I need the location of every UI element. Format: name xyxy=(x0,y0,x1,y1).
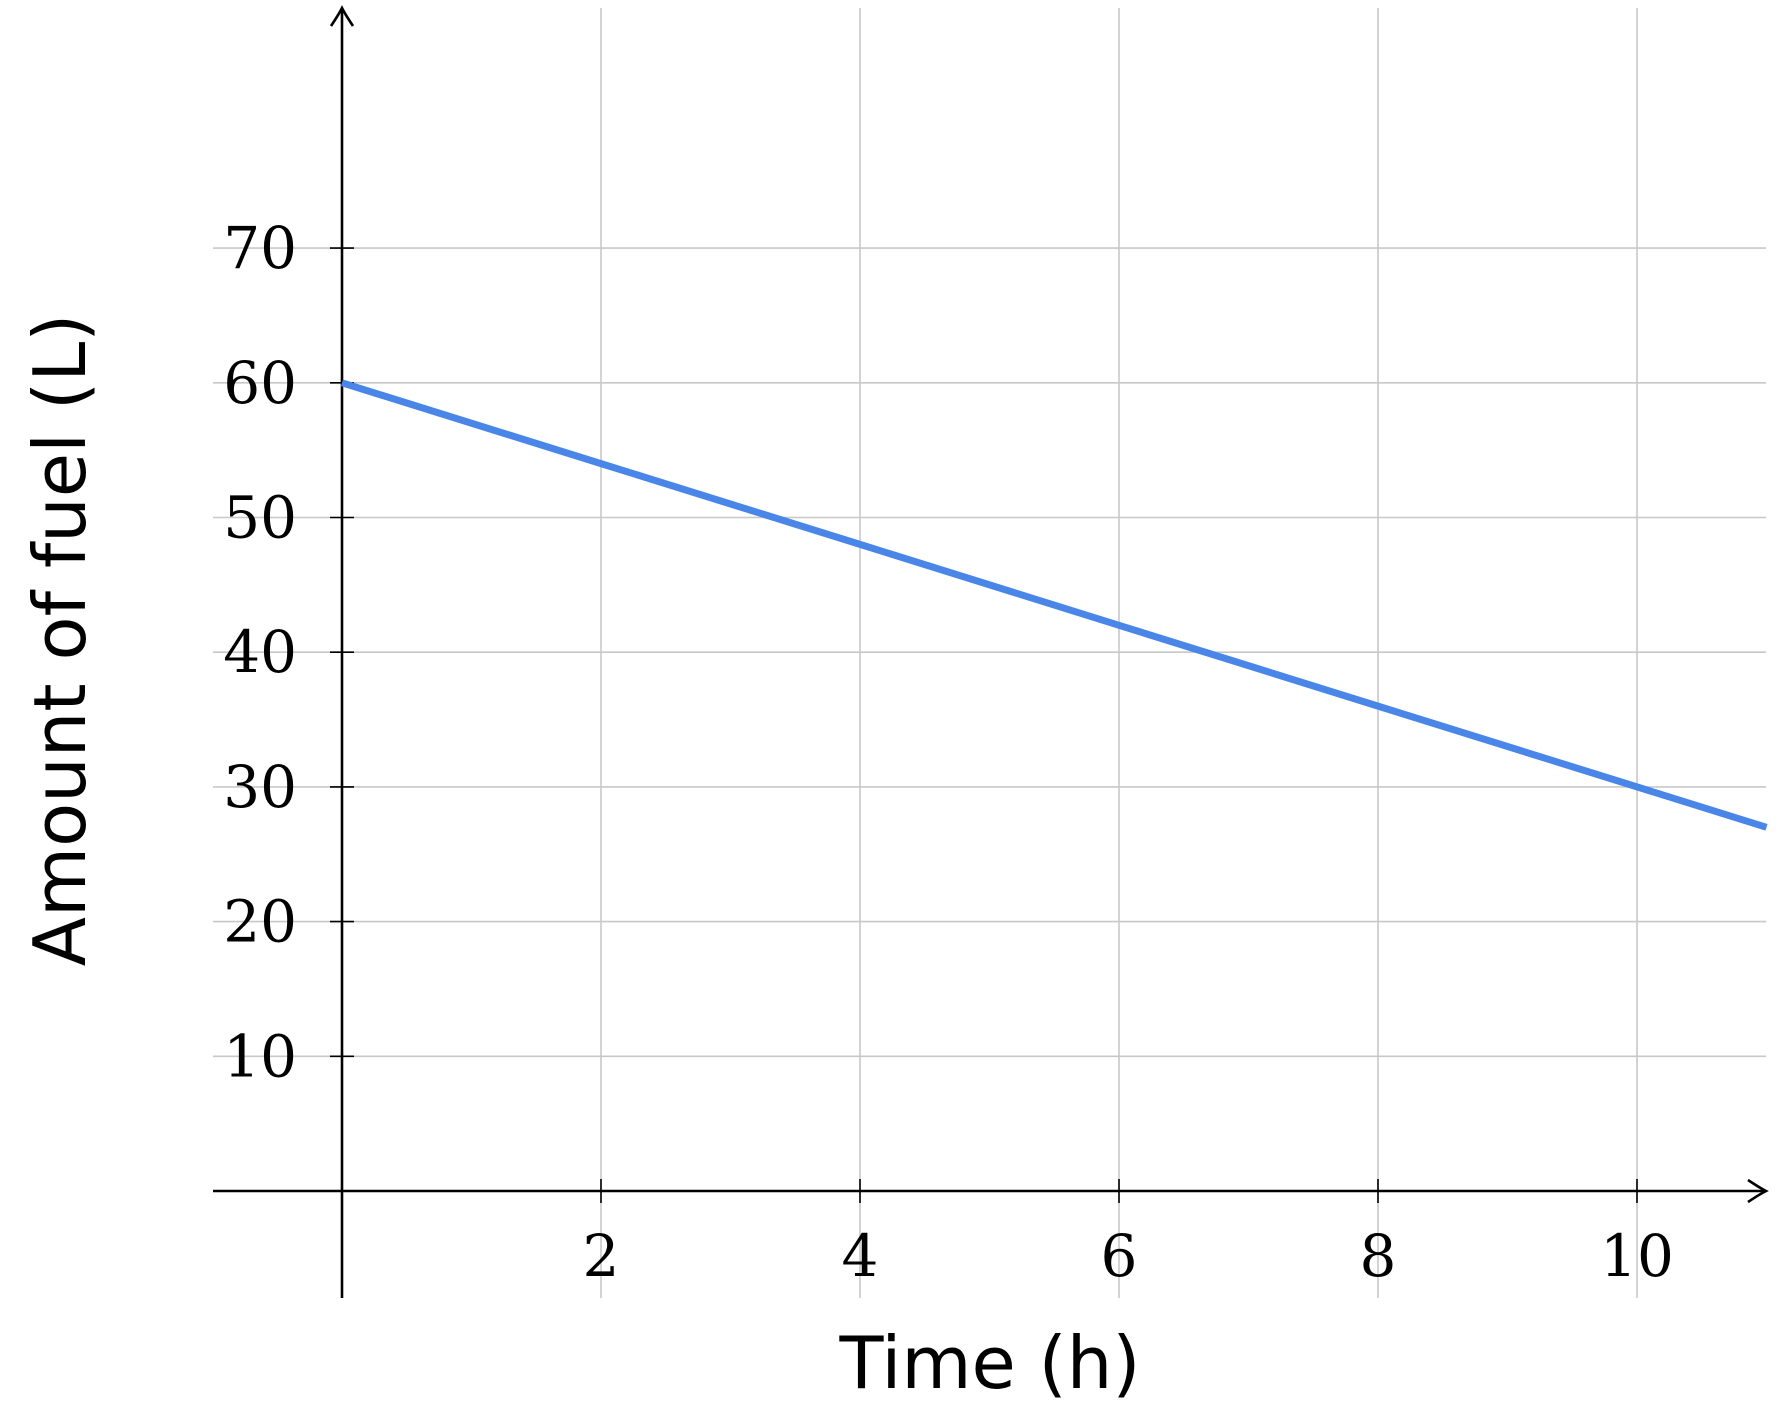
series-line xyxy=(340,379,1768,831)
ticks: 2 4 6 8 10 10 20 30 40 50 60 70 xyxy=(223,214,1674,1290)
x-tick-label: 6 xyxy=(1101,1222,1138,1290)
y-tick-label: 40 xyxy=(223,618,297,686)
y-tick-label: 50 xyxy=(223,484,297,552)
y-tick-label: 30 xyxy=(223,753,297,821)
y-tick-label: 20 xyxy=(223,888,297,956)
y-tick-label: 60 xyxy=(223,349,297,417)
x-axis-arrow xyxy=(1747,1178,1769,1204)
grid xyxy=(213,8,1766,1298)
y-axis-label: Amount of fuel (L) xyxy=(18,314,102,967)
x-axis-label: Time (h) xyxy=(839,1321,1141,1405)
x-tick-label: 8 xyxy=(1360,1222,1397,1290)
y-axis-arrow xyxy=(329,5,355,27)
y-tick-label: 70 xyxy=(223,214,297,282)
y-tick-label: 10 xyxy=(223,1022,297,1090)
x-tick-label: 10 xyxy=(1600,1222,1674,1290)
x-tick-label: 4 xyxy=(842,1222,879,1290)
x-tick-label: 2 xyxy=(583,1222,620,1290)
series xyxy=(340,379,1768,831)
